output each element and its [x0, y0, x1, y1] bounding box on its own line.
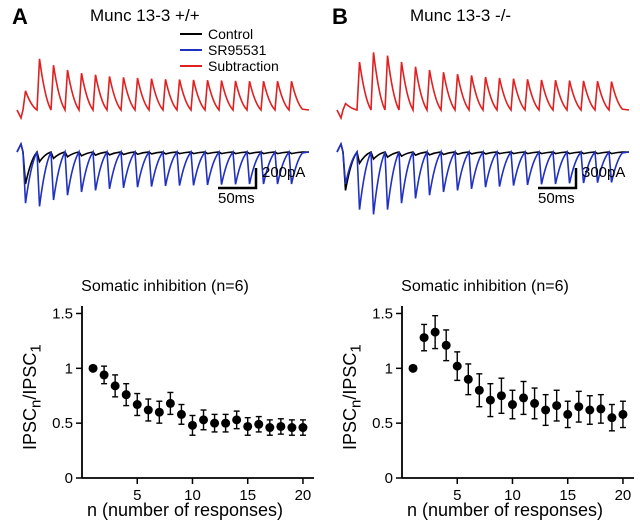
- x-axis-label-b: n (number of responses): [350, 500, 640, 521]
- svg-text:1.5: 1.5: [52, 305, 73, 322]
- scatter-svg-a: 00.511.55101520: [40, 298, 320, 508]
- trace-area-a: [15, 40, 315, 230]
- scalebar-y-label-a: 200pA: [262, 164, 305, 181]
- scalebar-b: 300pA 50ms: [538, 168, 578, 190]
- svg-text:0.5: 0.5: [52, 415, 73, 432]
- svg-text:1: 1: [65, 360, 73, 377]
- svg-text:1: 1: [385, 360, 393, 377]
- scalebar-y-label-b: 300pA: [582, 164, 625, 181]
- scalebar-x-label-a: 50ms: [218, 190, 255, 207]
- trace-svg-a: [15, 40, 315, 230]
- svg-text:0: 0: [385, 470, 393, 487]
- panel-a-title: Munc 13-3 +/+: [90, 6, 200, 26]
- trace-svg-b: [335, 40, 635, 230]
- scatter-title-a: Somatic inhibition (n=6): [10, 278, 320, 296]
- panel-b-title: Munc 13-3 -/-: [410, 6, 511, 26]
- svg-text:1.5: 1.5: [372, 305, 393, 322]
- trace-area-b: [335, 40, 635, 230]
- scalebar-a: 200pA 50ms: [218, 168, 258, 190]
- y-axis-label-a: IPSCn/IPSC1: [20, 344, 45, 450]
- legend-swatch-control: [180, 33, 202, 35]
- svg-text:0.5: 0.5: [372, 415, 393, 432]
- x-axis-label-a: n (number of responses): [30, 500, 340, 521]
- svg-text:0: 0: [65, 470, 73, 487]
- scatter-area-b: 00.511.55101520: [360, 298, 640, 518]
- scalebar-icon: [538, 168, 578, 190]
- panel-b-label: B: [332, 4, 348, 30]
- scalebar-x-label-b: 50ms: [538, 190, 575, 207]
- y-axis-label-b: IPSCn/IPSC1: [340, 344, 365, 450]
- panel-a-label: A: [12, 4, 28, 30]
- scatter-svg-b: 00.511.55101520: [360, 298, 640, 508]
- scatter-area-a: 00.511.55101520: [40, 298, 320, 518]
- scatter-title-b: Somatic inhibition (n=6): [330, 278, 640, 296]
- scalebar-icon: [218, 168, 258, 190]
